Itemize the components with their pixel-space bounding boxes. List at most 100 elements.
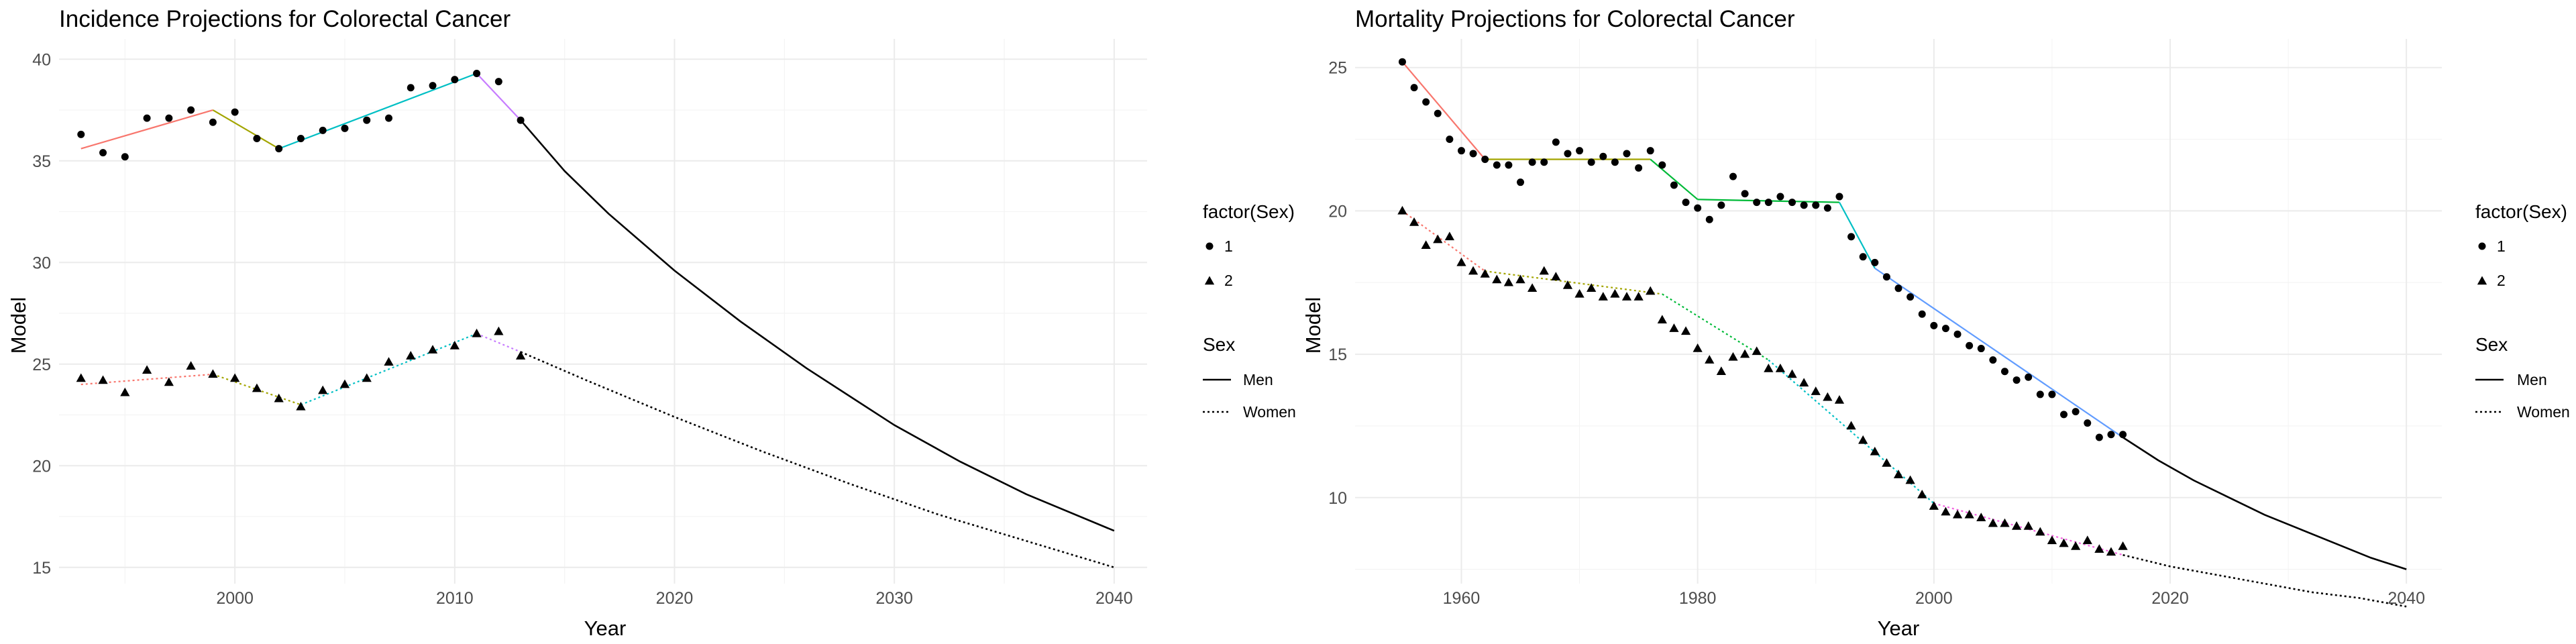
mortality-point-sex2 — [1492, 274, 1502, 284]
mortality-x-axis-title: Year — [1878, 616, 1920, 640]
mortality-legend-triangle-key — [2477, 276, 2487, 285]
mortality-point-sex2 — [1397, 205, 1407, 215]
mortality-point-sex1 — [1564, 150, 1572, 158]
mortality-point-sex2 — [1657, 315, 1667, 324]
mortality-point-sex2 — [1976, 513, 1986, 521]
mortality-point-sex2 — [1515, 274, 1525, 284]
mortality-point-sex2 — [1716, 366, 1726, 375]
mortality-point-sex1 — [1635, 164, 1643, 172]
mortality-point-sex1 — [1623, 150, 1631, 158]
incidence-x-ticks: 2000 2010 2020 2030 2040 — [216, 589, 1132, 608]
mortality-point-sex2 — [1551, 272, 1561, 280]
mortality-grid — [1355, 39, 2442, 584]
incidence-point-sex2 — [120, 387, 130, 396]
mortality-point-sex1 — [1918, 310, 1926, 318]
incidence-point-sex1 — [297, 134, 305, 142]
mortality-point-sex2 — [2035, 527, 2045, 536]
incidence-point-sex2 — [252, 383, 262, 392]
incidence-projection-women — [520, 351, 1115, 569]
mortality-point-sex1 — [1576, 147, 1584, 155]
mortality-point-sex2 — [1882, 458, 1892, 467]
mortality-fit-segment-men — [1650, 158, 1699, 201]
mortality-panel: Mortality Projections for Colorectal Can… — [1301, 6, 2570, 640]
incidence-point-sex1 — [494, 78, 502, 86]
incidence-legend-label-2: 2 — [1224, 272, 1233, 289]
mortality-point-sex1 — [1517, 178, 1525, 186]
incidence-point-sex2 — [362, 373, 372, 382]
incidence-y-tick-label: 35 — [32, 152, 51, 171]
incidence-point-sex2 — [296, 401, 306, 411]
mortality-point-sex1 — [1753, 199, 1761, 207]
mortality-point-sex2 — [2071, 541, 2081, 550]
incidence-legend-circle-key — [1205, 242, 1214, 250]
mortality-marks — [1397, 58, 2407, 608]
mortality-point-sex2 — [1610, 288, 1620, 298]
incidence-y-tick-label: 25 — [32, 356, 51, 374]
mortality-point-sex2 — [1799, 378, 1809, 387]
incidence-legend-triangle-key — [1204, 276, 1215, 285]
incidence-y-tick-label: 40 — [32, 50, 51, 69]
mortality-point-sex1 — [1694, 204, 1702, 212]
incidence-point-sex1 — [99, 149, 107, 157]
mortality-point-sex1 — [1552, 138, 1560, 146]
incidence-point-sex1 — [209, 118, 217, 126]
incidence-y-tick-label: 30 — [32, 254, 51, 272]
mortality-title: Mortality Projections for Colorectal Can… — [1355, 6, 1795, 32]
mortality-point-sex1 — [1989, 356, 1997, 364]
incidence-point-sex2 — [427, 345, 438, 354]
mortality-fit-segment-men — [1401, 61, 1486, 160]
incidence-point-sex2 — [472, 328, 482, 337]
incidence-point-sex2 — [186, 361, 196, 370]
mortality-point-sex1 — [1717, 201, 1725, 209]
incidence-legend-sex-title: Sex — [1203, 334, 1235, 355]
mortality-point-sex2 — [2118, 541, 2128, 550]
mortality-point-sex2 — [1587, 283, 1597, 292]
mortality-fit-segment-women — [1485, 270, 1662, 295]
incidence-point-sex1 — [165, 114, 173, 122]
mortality-point-sex2 — [1480, 268, 1490, 278]
incidence-x-tick-label: 2010 — [436, 589, 474, 608]
incidence-legend-label-men: Men — [1243, 371, 1273, 388]
mortality-point-sex2 — [1846, 421, 1856, 430]
mortality-point-sex1 — [2095, 433, 2103, 441]
mortality-legend-label-2: 2 — [2497, 272, 2506, 289]
mortality-point-sex1 — [2107, 431, 2115, 439]
incidence-point-sex1 — [77, 130, 85, 138]
incidence-point-sex2 — [142, 365, 152, 374]
mortality-legend-label-men: Men — [2517, 371, 2547, 388]
incidence-y-ticks: 15 20 25 30 35 40 — [32, 50, 51, 577]
mortality-x-tick-label: 1980 — [1679, 589, 1717, 608]
mortality-point-sex1 — [1812, 201, 1820, 209]
incidence-point-sex2 — [406, 351, 416, 360]
mortality-y-tick-label: 15 — [1328, 345, 1347, 364]
incidence-point-sex1 — [253, 134, 261, 142]
mortality-point-sex2 — [1870, 446, 1880, 455]
mortality-point-sex2 — [1646, 286, 1656, 295]
mortality-x-tick-label: 2000 — [1915, 589, 1953, 608]
incidence-point-sex2 — [98, 375, 108, 384]
mortality-point-sex2 — [1693, 343, 1703, 352]
mortality-point-sex2 — [1739, 349, 1750, 358]
incidence-y-axis-title: Model — [7, 297, 30, 354]
mortality-point-sex1 — [1410, 84, 1418, 92]
mortality-point-sex2 — [1787, 369, 1797, 378]
mortality-point-sex2 — [1858, 435, 1868, 444]
incidence-fit-segment-women — [213, 373, 301, 406]
mortality-point-sex1 — [1434, 109, 1442, 117]
mortality-y-ticks: 10 15 20 25 — [1328, 59, 1347, 508]
incidence-point-sex1 — [187, 106, 195, 114]
incidence-grid — [59, 39, 1147, 584]
incidence-point-sex1 — [407, 84, 415, 92]
incidence-point-sex1 — [319, 126, 327, 134]
incidence-title: Incidence Projections for Colorectal Can… — [59, 6, 511, 32]
mortality-point-sex2 — [1621, 292, 1632, 301]
mortality-point-sex1 — [1859, 253, 1867, 261]
mortality-fit-segment-men — [1838, 202, 1876, 269]
mortality-point-sex1 — [1741, 190, 1749, 198]
mortality-fit-segment-women — [1401, 210, 1486, 272]
mortality-point-sex2 — [2000, 518, 2010, 527]
mortality-fit-segment-women — [1662, 293, 1769, 361]
mortality-point-sex1 — [2000, 368, 2008, 376]
mortality-point-sex1 — [1823, 204, 1831, 212]
mortality-point-sex2 — [1929, 501, 1939, 510]
